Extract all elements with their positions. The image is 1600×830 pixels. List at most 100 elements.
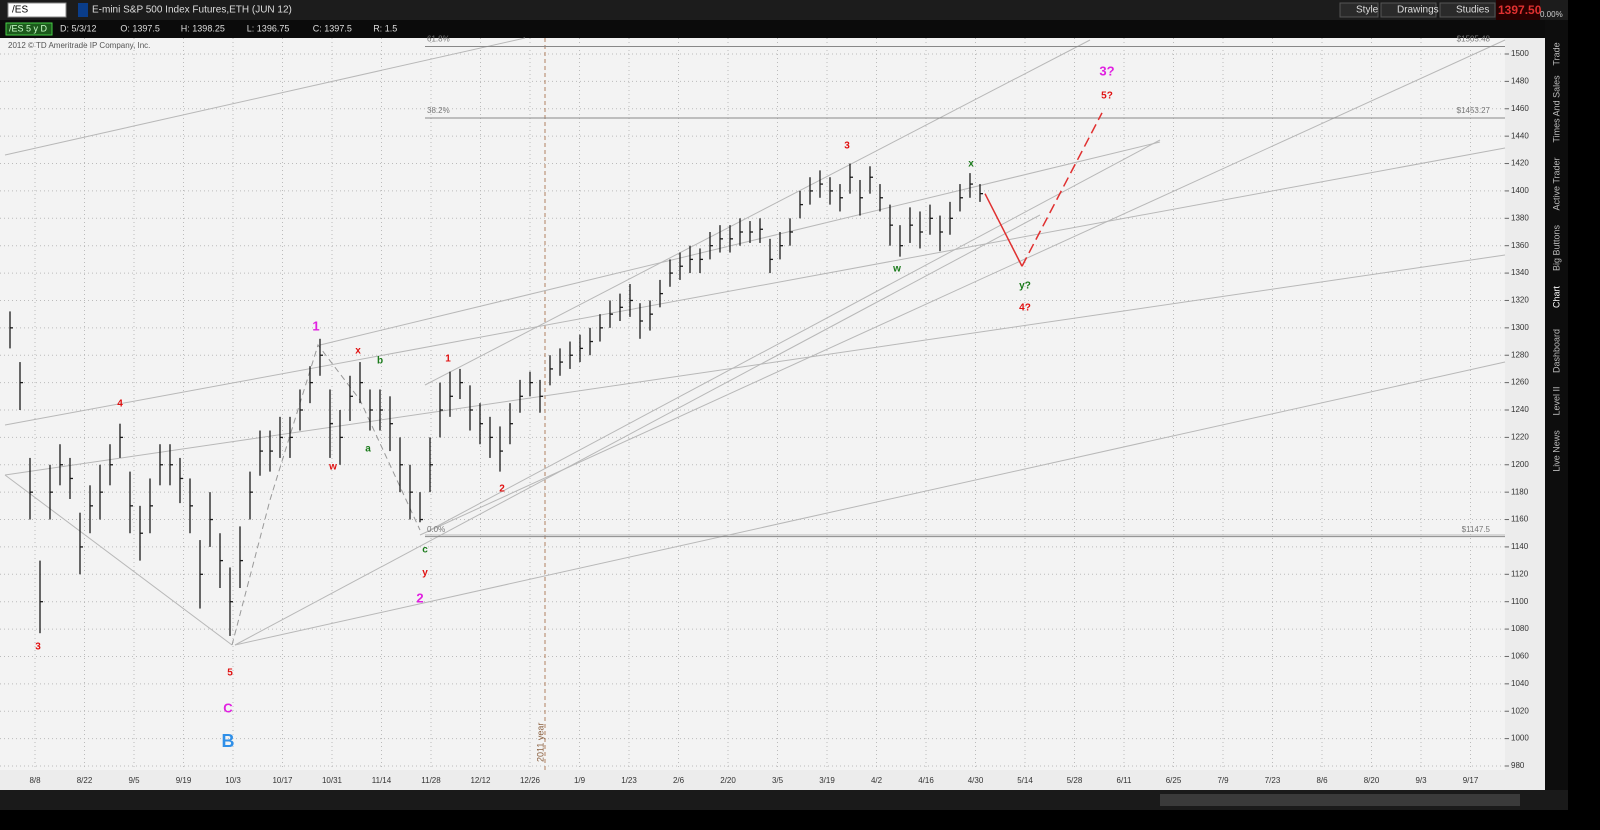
x-tick-label: 1/23	[621, 776, 637, 785]
x-tick-label: 3/5	[772, 776, 784, 785]
x-tick-label: 11/28	[421, 776, 441, 785]
y-tick-label: 1320	[1511, 296, 1529, 305]
y-tick-label: 1260	[1511, 378, 1529, 387]
y-tick-label: 1120	[1511, 569, 1529, 578]
wave-label: w	[328, 462, 337, 473]
year-marker: 2011 year	[535, 723, 545, 762]
wave-label: w	[892, 264, 901, 275]
time-axis	[0, 770, 1505, 790]
x-tick-label: 7/23	[1265, 776, 1281, 785]
fib-label: 0.0%	[427, 525, 445, 534]
x-tick-label: 2/6	[673, 776, 685, 785]
wave-label: 4	[117, 399, 123, 410]
toolbar-button-label: Style	[1356, 5, 1379, 16]
sidebar-tab[interactable]: Chart	[1551, 286, 1561, 309]
sidebar-tab[interactable]: Level II	[1551, 386, 1561, 415]
y-tick-label: 980	[1511, 761, 1525, 770]
x-tick-label: 4/30	[968, 776, 984, 785]
wave-label: y	[422, 568, 428, 579]
fib-label: 38.2%	[427, 106, 450, 115]
last-price: 1397.50	[1498, 3, 1542, 17]
symbol-icon	[78, 3, 88, 17]
sidebar-tab[interactable]: Trade	[1551, 42, 1561, 65]
wave-label: 5?	[1101, 91, 1113, 102]
trendline	[4, 254, 1506, 476]
trendline	[234, 214, 1041, 646]
period-box[interactable]	[5, 22, 53, 36]
trendline	[429, 139, 1161, 531]
x-tick-label: 6/11	[1117, 776, 1133, 785]
wave-label: c	[422, 545, 428, 556]
info-item: D: 5/3/12	[60, 23, 97, 33]
x-tick-label: 10/17	[272, 776, 293, 785]
price-box	[1496, 0, 1540, 20]
wave-label: b	[377, 356, 383, 367]
y-tick-label: 1300	[1511, 323, 1529, 332]
x-tick-label: 9/3	[1415, 776, 1427, 785]
x-tick-label: 4/16	[918, 776, 934, 785]
x-tick-label: 11/14	[372, 776, 392, 785]
y-tick-label: 1440	[1511, 131, 1529, 140]
toolbar-button[interactable]	[1380, 2, 1437, 18]
sidebar-tab[interactable]: Active Trader	[1551, 157, 1561, 210]
wave-label: 1	[445, 354, 451, 365]
y-tick-label: 1240	[1511, 405, 1529, 414]
projection	[1021, 112, 1103, 267]
wave-label: y?	[1019, 281, 1031, 292]
y-tick-label: 1180	[1511, 487, 1529, 496]
sidebar-tab[interactable]: Times And Sales	[1551, 75, 1561, 143]
info-item: C: 1397.5	[313, 23, 352, 33]
info-item: R: 1.5	[373, 23, 397, 33]
x-tick-label: 12/26	[520, 776, 541, 785]
trendline	[4, 147, 1506, 426]
x-tick-label: 9/17	[1463, 776, 1479, 785]
wave-label: 3	[35, 642, 41, 653]
wave-label: 4?	[1019, 303, 1031, 314]
y-tick-label: 1280	[1511, 350, 1529, 359]
x-tick-label: 8/6	[1316, 776, 1328, 785]
x-tick-label: 2/20	[720, 776, 736, 785]
y-tick-label: 1380	[1511, 213, 1529, 222]
y-tick-label: 1200	[1511, 460, 1529, 469]
y-tick-label: 1220	[1511, 432, 1529, 441]
x-tick-label: 8/22	[77, 776, 93, 785]
trendline	[4, 37, 526, 156]
wave-label: 1	[312, 318, 319, 333]
x-tick-label: 9/5	[128, 776, 140, 785]
x-tick-label: 7/9	[1217, 776, 1229, 785]
y-tick-label: 1060	[1511, 652, 1529, 661]
sidebar-tab[interactable]: Live News	[1551, 430, 1561, 472]
y-tick-label: 1140	[1511, 542, 1529, 551]
scroll-thumb[interactable]	[1160, 794, 1520, 806]
y-tick-label: 1360	[1511, 241, 1529, 250]
wave-label: 3	[844, 141, 850, 152]
x-tick-label: 8/8	[29, 776, 41, 785]
plot-area	[0, 38, 1505, 770]
wave-label: B	[222, 731, 235, 751]
y-tick-label: 1480	[1511, 76, 1529, 85]
toolbar-button[interactable]	[1439, 2, 1496, 18]
toolbar-button[interactable]	[1339, 2, 1379, 18]
x-tick-label: 10/31	[322, 776, 343, 785]
sidebar-tab[interactable]: Dashboard	[1551, 329, 1561, 373]
wave-label: 2	[499, 484, 505, 495]
y-tick-label: 1080	[1511, 624, 1529, 633]
wave-label: 3?	[1099, 63, 1114, 78]
trendline	[4, 474, 233, 646]
x-tick-label: 10/3	[225, 776, 241, 785]
toolbar-button-label: Studies	[1456, 5, 1489, 16]
wave-label: x	[968, 159, 974, 170]
x-tick-label: 1/9	[574, 776, 586, 785]
x-tick-label: 5/28	[1067, 776, 1083, 785]
y-tick-label: 1460	[1511, 104, 1529, 113]
wave-label: a	[365, 444, 371, 455]
x-tick-label: 12/12	[470, 776, 491, 785]
sidebar	[1545, 20, 1568, 790]
change: 0.00%	[1540, 10, 1563, 19]
symbol-box[interactable]	[7, 2, 67, 18]
sidebar-tab[interactable]: Big Buttons	[1551, 224, 1561, 271]
wave-label: x	[355, 346, 361, 357]
info-bar	[0, 20, 1568, 38]
